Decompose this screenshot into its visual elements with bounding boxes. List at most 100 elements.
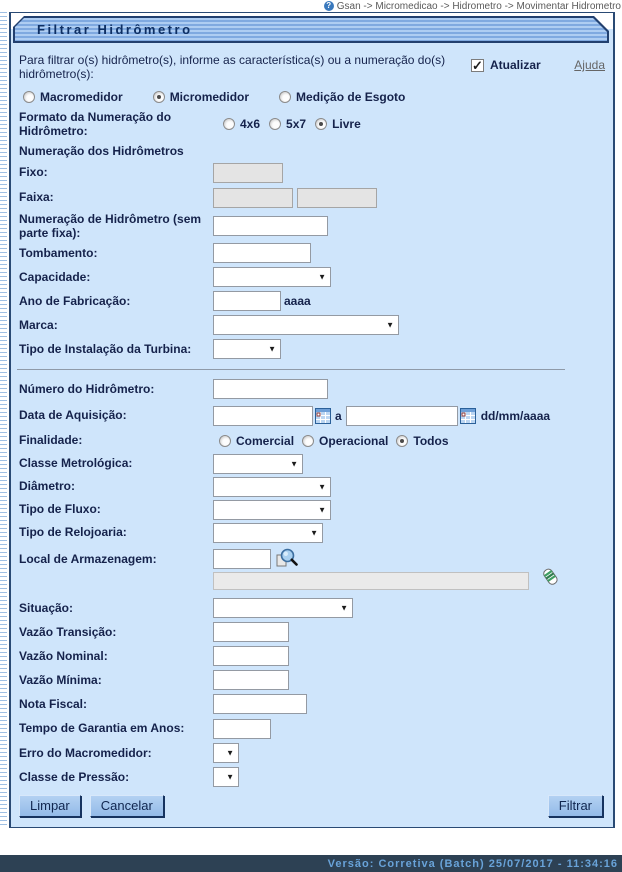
finalidade-label: Finalidade: <box>19 433 83 447</box>
breadcrumb-text: Gsan -> Micromedicao -> Hidrometro -> Mo… <box>336 0 621 12</box>
data-format-hint: dd/mm/aaaa <box>480 408 551 423</box>
numero-hidrometro-label: Número do Hidrômetro: <box>19 381 155 396</box>
classe-pressao-label: Classe de Pressão: <box>19 769 130 784</box>
fixo-label: Fixo: <box>19 165 48 179</box>
chevron-down-icon: ▼ <box>386 320 394 330</box>
erro-macromedidor-select[interactable]: ▼ <box>213 743 239 763</box>
radio-medicao-esgoto[interactable] <box>279 90 292 103</box>
chevron-down-icon: ▼ <box>290 459 298 468</box>
panel-title-bar: Filtrar Hidrômetro <box>13 16 609 43</box>
eraser-icon[interactable] <box>539 564 561 590</box>
page-title: Filtrar Hidrômetro <box>37 22 193 37</box>
intro-text: Para filtrar o(s) hidrômetro(s), informe… <box>19 53 446 81</box>
breadcrumb: ? Gsan -> Micromedicao -> Hidrometro -> … <box>0 0 622 12</box>
radio-5x7-label: 5x7 <box>286 117 307 131</box>
tipo-relojoaria-select[interactable]: ▼ <box>213 522 323 543</box>
calendar-icon[interactable] <box>315 407 331 424</box>
classe-metrologica-select[interactable]: ▼ <box>213 453 303 474</box>
formato-label: Formato da Numeração do Hidrômetro: <box>19 110 172 138</box>
diametro-label: Diâmetro: <box>19 479 76 493</box>
nota-fiscal-input[interactable] <box>213 694 307 714</box>
radio-comercial-label: Comercial <box>236 433 295 448</box>
ajuda-link[interactable]: Ajuda <box>574 58 605 72</box>
local-armazenagem-codigo-input[interactable] <box>213 549 271 569</box>
vazao-nominal-input[interactable] <box>213 646 289 666</box>
ano-fabricacao-label: Ano de Fabricação: <box>19 293 131 308</box>
tempo-garantia-input[interactable] <box>213 718 271 739</box>
radio-todos[interactable] <box>396 434 409 447</box>
vazao-minima-label: Vazão Mínima: <box>19 672 102 687</box>
chevron-down-icon: ▼ <box>226 772 234 782</box>
radio-micromedidor-label: Micromedidor <box>169 89 250 104</box>
ano-fabricacao-input[interactable] <box>213 291 281 311</box>
data-fim-input[interactable] <box>345 405 458 426</box>
faixa-fim-input <box>297 187 377 208</box>
cancelar-button[interactable]: Cancelar <box>89 795 164 817</box>
radio-4x6-label: 4x6 <box>240 117 261 131</box>
radio-4x6[interactable] <box>223 118 235 130</box>
faixa-label: Faixa: <box>19 190 54 204</box>
fixo-input <box>213 162 283 183</box>
radio-micromedidor[interactable] <box>152 90 165 103</box>
radio-macromedidor-label: Macromedidor <box>40 89 123 104</box>
tipo-relojoaria-label: Tipo de Relojoaria: <box>19 525 127 539</box>
filtrar-button[interactable]: Filtrar <box>547 795 603 817</box>
marca-select[interactable]: ▼ <box>213 315 399 335</box>
radio-medicao-esgoto-label: Medição de Esgoto <box>296 89 406 104</box>
tempo-garantia-label: Tempo de Garantia em Anos: <box>19 721 185 735</box>
local-armazenagem-label: Local de Armazenagem: <box>19 551 157 566</box>
vazao-minima-input[interactable] <box>213 670 289 690</box>
left-decoration-stripes <box>0 12 9 828</box>
chevron-down-icon: ▼ <box>318 272 326 282</box>
capacidade-select[interactable]: ▼ <box>213 267 331 287</box>
ano-fabricacao-hint: aaaa <box>284 294 311 308</box>
local-armazenagem-descricao-input <box>213 572 529 590</box>
data-inicio-input[interactable] <box>213 405 313 426</box>
limpar-button[interactable]: Limpar <box>19 795 81 817</box>
atualizar-checkbox[interactable] <box>471 58 484 74</box>
tipo-fluxo-select[interactable]: ▼ <box>213 499 331 520</box>
radio-operacional[interactable] <box>302 434 315 447</box>
diametro-select[interactable]: ▼ <box>213 476 331 497</box>
version-text: Versão: Corretiva (Batch) 25/07/2017 - 1… <box>327 857 618 870</box>
data-separator: a <box>335 408 342 423</box>
capacidade-label: Capacidade: <box>19 269 91 284</box>
filter-panel: Filtrar Hidrômetro Para filtrar o(s) hid… <box>9 12 615 828</box>
situacao-select[interactable]: ▼ <box>213 598 353 618</box>
panel-background <box>11 29 613 827</box>
radio-todos-label: Todos <box>413 433 449 448</box>
chevron-down-icon: ▼ <box>340 603 348 613</box>
classe-metrologica-label: Classe Metrológica: <box>19 456 133 470</box>
turbina-select[interactable]: ▼ <box>213 339 281 359</box>
chevron-down-icon: ▼ <box>226 748 234 758</box>
vazao-nominal-label: Vazão Nominal: <box>19 648 108 663</box>
help-icon[interactable]: ? <box>323 1 334 11</box>
data-aquisicao-label: Data de Aquisição: <box>19 408 127 422</box>
chevron-down-icon: ▼ <box>318 482 326 491</box>
chevron-down-icon: ▼ <box>318 505 326 514</box>
vazao-transicao-input[interactable] <box>213 622 289 642</box>
erro-macromedidor-label: Erro do Macromedidor: <box>19 745 152 760</box>
calendar-icon[interactable] <box>459 407 476 424</box>
vazao-transicao-label: Vazão Transição: <box>19 624 117 639</box>
tombamento-input[interactable] <box>213 243 311 263</box>
faixa-inicio-input <box>213 187 293 208</box>
sem-parte-fixa-input[interactable] <box>213 215 328 236</box>
nota-fiscal-label: Nota Fiscal: <box>19 696 88 711</box>
version-footer: Versão: Corretiva (Batch) 25/07/2017 - 1… <box>0 855 622 872</box>
numero-hidrometro-input[interactable] <box>213 379 328 399</box>
marca-label: Marca: <box>19 317 58 332</box>
search-icon[interactable] <box>274 547 298 571</box>
radio-operacional-label: Operacional <box>319 433 389 448</box>
numeracao-section-title: Numeração dos Hidrômetros <box>19 144 184 158</box>
radio-livre[interactable] <box>315 118 328 130</box>
classe-pressao-select[interactable]: ▼ <box>213 767 239 787</box>
tombamento-label: Tombamento: <box>19 245 98 260</box>
radio-5x7[interactable] <box>269 118 282 130</box>
section-divider <box>17 369 565 370</box>
chevron-down-icon: ▼ <box>310 528 318 537</box>
atualizar-label: Atualizar <box>490 58 541 72</box>
radio-comercial[interactable] <box>219 434 231 447</box>
sem-parte-fixa-label: Numeração de Hidrômetro (sem parte fixa)… <box>19 211 202 240</box>
radio-macromedidor[interactable] <box>23 90 35 103</box>
